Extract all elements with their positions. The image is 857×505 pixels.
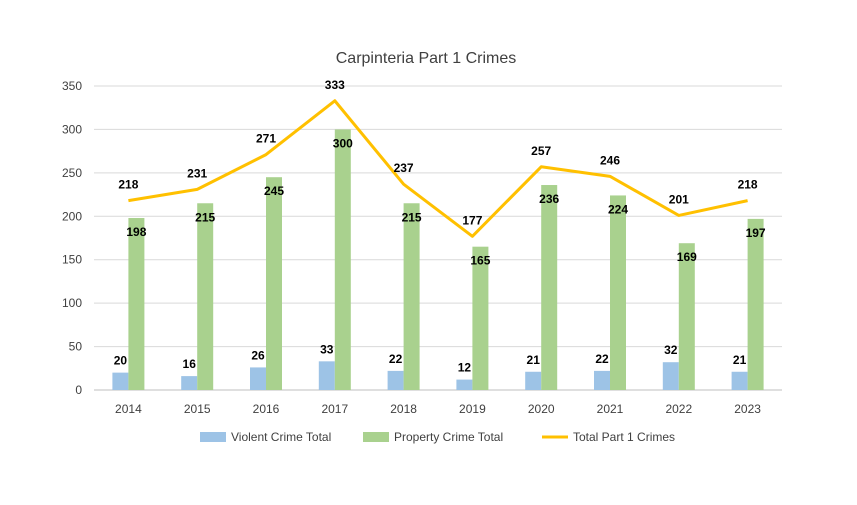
- bar-violent-crime: [318, 361, 335, 390]
- x-tick-label: 2019: [459, 402, 486, 416]
- legend-swatch: [200, 432, 226, 442]
- data-label-violent: 16: [183, 357, 197, 371]
- bar-property-crime: [610, 195, 626, 390]
- data-label-property: 215: [402, 210, 422, 224]
- data-label-total: 231: [187, 166, 207, 180]
- x-tick-label: 2022: [665, 402, 692, 416]
- y-axis: 0 50 100 150 200 250 300 350: [62, 79, 82, 397]
- data-label-property: 169: [677, 250, 697, 264]
- legend: Violent Crime Total Property Crime Total T…: [200, 430, 675, 444]
- x-tick-label: 2016: [253, 402, 280, 416]
- x-tick-label: 2023: [734, 402, 761, 416]
- data-label-total: 218: [738, 178, 758, 192]
- data-label-violent: 32: [664, 343, 678, 357]
- x-axis: 2014 2015 2016 2017 2018 2019 2020 2021 2022 2023: [115, 402, 761, 416]
- data-label-violent: 12: [458, 361, 472, 375]
- x-tick-label: 2014: [115, 402, 142, 416]
- bar-violent-crime: [387, 370, 404, 390]
- x-tick-label: 2021: [597, 402, 624, 416]
- bar-property-crime: [266, 177, 282, 390]
- data-label-property: 165: [470, 254, 490, 268]
- chart-title: Carpinteria Part 1 Crimes: [336, 50, 517, 67]
- bar-violent-crime: [594, 370, 610, 390]
- data-label-violent: 21: [733, 353, 747, 367]
- y-tick-label: 50: [69, 340, 83, 354]
- y-tick-label: 100: [62, 296, 82, 310]
- data-label-total: 237: [394, 161, 414, 175]
- bars: [112, 129, 764, 390]
- bar-violent-crime: [181, 376, 198, 390]
- data-label-total: 333: [325, 78, 345, 92]
- bar-violent-crime: [456, 379, 473, 390]
- data-label-violent: 33: [320, 342, 334, 356]
- bar-property-crime: [197, 203, 214, 390]
- bar-violent-crime: [525, 371, 542, 390]
- data-label-property: 236: [539, 192, 559, 206]
- bar-property-crime: [747, 218, 764, 390]
- y-tick-label: 150: [62, 253, 82, 267]
- data-label-violent: 22: [389, 352, 403, 366]
- data-label-property: 224: [608, 202, 628, 216]
- data-labels: 20 16 26 33 22 12 21 22 32 21 198 215 245 300 215 165 23…: [114, 78, 766, 375]
- x-tick-label: 2015: [184, 402, 211, 416]
- data-label-total: 177: [462, 213, 482, 227]
- data-label-total: 218: [118, 178, 138, 192]
- bar-property-crime: [334, 129, 351, 390]
- data-label-violent: 21: [527, 353, 541, 367]
- bar-violent-crime: [250, 367, 266, 390]
- legend-label: Total Part 1 Crimes: [573, 430, 675, 444]
- data-label-property: 245: [264, 184, 284, 198]
- y-tick-label: 250: [62, 166, 82, 180]
- data-label-total: 246: [600, 153, 620, 167]
- y-tick-label: 200: [62, 209, 82, 223]
- data-label-total: 201: [669, 192, 689, 206]
- data-label-violent: 26: [251, 348, 265, 362]
- bar-property-crime: [403, 203, 420, 390]
- x-tick-label: 2017: [321, 402, 348, 416]
- legend-label: Violent Crime Total: [231, 430, 331, 444]
- data-label-property: 198: [126, 225, 146, 239]
- legend-label: Property Crime Total: [394, 430, 503, 444]
- y-tick-label: 300: [62, 122, 82, 136]
- data-label-total: 271: [256, 132, 276, 146]
- x-tick-label: 2018: [390, 402, 417, 416]
- legend-swatch: [363, 432, 389, 442]
- x-tick-label: 2020: [528, 402, 555, 416]
- data-label-property: 197: [746, 226, 766, 240]
- bar-property-crime: [128, 218, 145, 390]
- bar-violent-crime: [662, 362, 679, 390]
- data-label-property: 215: [195, 210, 215, 224]
- y-tick-label: 0: [75, 383, 82, 397]
- line-series: [128, 99, 748, 238]
- bar-property-crime: [678, 243, 695, 390]
- data-label-violent: 22: [595, 352, 609, 366]
- bar-property-crime: [472, 246, 489, 390]
- data-label-property: 300: [333, 136, 353, 150]
- data-label-total: 257: [531, 144, 551, 158]
- y-tick-label: 350: [62, 79, 82, 93]
- bar-violent-crime: [731, 371, 748, 390]
- data-label-violent: 20: [114, 354, 128, 368]
- bar-violent-crime: [112, 372, 129, 390]
- line-total-part1: [128, 99, 748, 238]
- bar-property-crime: [541, 185, 558, 390]
